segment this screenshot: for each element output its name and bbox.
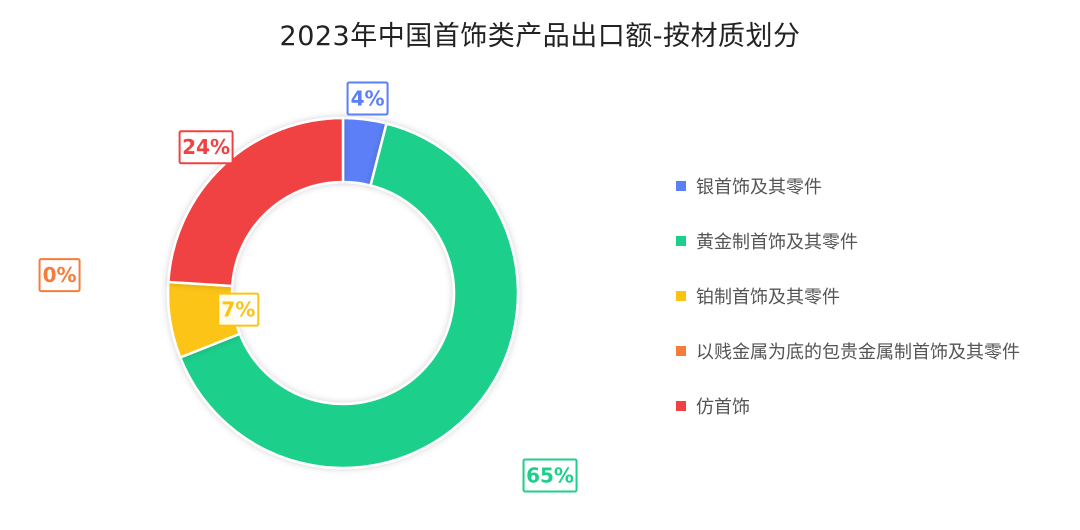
data-label-box-gold — [522, 458, 578, 493]
donut-slice-imitation[interactable] — [167, 116, 345, 288]
legend-item-gold[interactable]: 黄金制首饰及其零件 — [676, 227, 1076, 255]
data-label-platinum: 7% — [217, 292, 260, 327]
donut-slices — [166, 116, 520, 470]
legend-swatch-imitation — [676, 401, 686, 411]
data-label-box-clad-base-metal — [38, 258, 81, 293]
legend-swatch-silver — [676, 181, 686, 191]
legend-label-silver: 银首饰及其零件 — [696, 177, 822, 198]
legend-item-silver[interactable]: 银首饰及其零件 — [676, 172, 1076, 200]
data-label-text-clad-base-metal: 0% — [43, 263, 77, 287]
data-label-box-silver — [346, 81, 389, 116]
donut-data-labels: 4% 65% 7% 0% 24% — [38, 81, 578, 493]
legend-label-gold: 黄金制首饰及其零件 — [696, 232, 858, 253]
legend-label-platinum: 铂制首饰及其零件 — [696, 287, 840, 308]
chart-title: 2023年中国首饰类产品出口额-按材质划分 — [279, 21, 801, 52]
data-label-box-platinum — [217, 292, 260, 327]
data-label-box-imitation — [178, 130, 234, 165]
legend-label-imitation: 仿首饰 — [696, 397, 750, 418]
legend-label-clad-base-metal: 以贱金属为底的包贵金属制首饰及其零件 — [696, 342, 1020, 363]
data-label-text-imitation: 24% — [182, 135, 230, 159]
data-label-imitation: 24% — [178, 130, 234, 165]
legend-swatch-clad-base-metal — [676, 346, 686, 356]
data-label-text-silver: 4% — [351, 87, 385, 111]
legend-item-platinum[interactable]: 铂制首饰及其零件 — [676, 282, 1076, 310]
data-label-gold: 65% — [522, 458, 578, 493]
data-label-silver: 4% — [346, 81, 389, 116]
legend-item-imitation[interactable]: 仿首饰 — [676, 392, 1076, 420]
data-label-clad-base-metal: 0% — [38, 258, 81, 293]
data-label-text-platinum: 7% — [221, 298, 255, 322]
donut-slice-gold[interactable] — [179, 122, 520, 470]
legend-swatch-platinum — [676, 291, 686, 301]
legend-item-clad-base-metal[interactable]: 以贱金属为底的包贵金属制首饰及其零件 — [676, 337, 1076, 365]
chart-legend: 银首饰及其零件 黄金制首饰及其零件 铂制首饰及其零件 以贱金属为底的包贵金属制首… — [676, 172, 1076, 447]
data-label-text-gold: 65% — [526, 464, 574, 488]
legend-swatch-gold — [676, 236, 686, 246]
